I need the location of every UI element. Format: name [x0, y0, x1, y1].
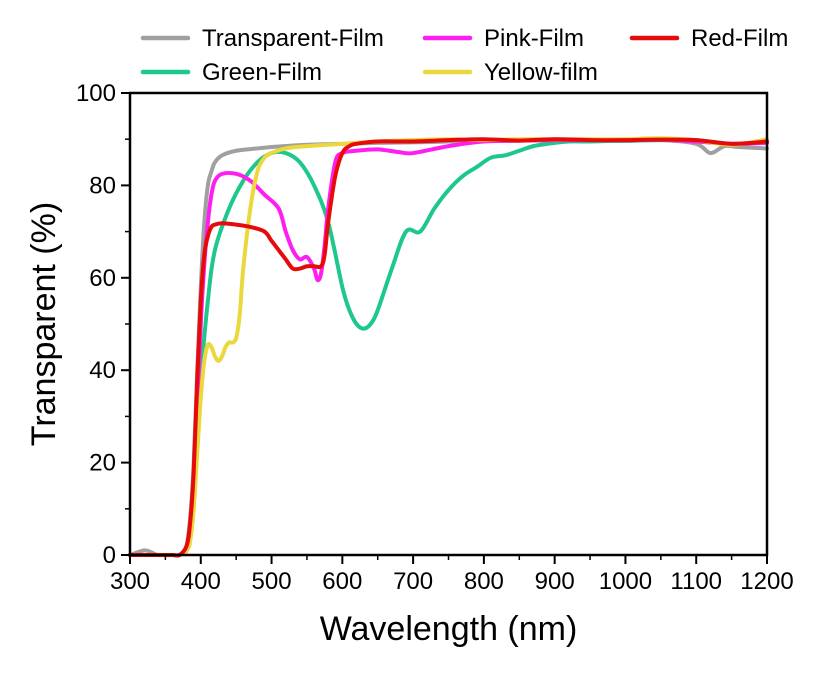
x-tick-label: 800: [464, 568, 504, 595]
series-line-yellow-film: [128, 136, 769, 558]
x-tick-label: 1100: [670, 568, 722, 595]
x-tick-label: 1200: [740, 568, 793, 595]
x-tick-label: 600: [322, 568, 362, 595]
x-tick-label: 300: [110, 568, 150, 595]
x-tick-label: 700: [393, 568, 433, 595]
y-tick-label: 100: [76, 80, 116, 107]
y-tick-label: 20: [89, 450, 116, 477]
legend-label-green-film: Green-Film: [202, 59, 322, 86]
plot-frame: [128, 91, 769, 557]
x-tick-label: 1000: [599, 568, 652, 595]
y-axis-title: Transparent (%): [25, 202, 63, 446]
legend-label-red-film: Red-Film: [691, 25, 788, 52]
y-tick-label: 0: [103, 542, 116, 569]
legend: Transparent-Film Pink-Film Red-Film Green-F…: [140, 25, 788, 86]
plot-series: [128, 136, 769, 558]
legend-label-transparent-film: Transparent-Film: [202, 25, 384, 52]
x-tick-label: 900: [535, 568, 575, 595]
x-tick-label: 500: [252, 568, 292, 595]
y-tick-label: 80: [89, 172, 116, 199]
axes: 300 400 500 600 700 800 900 1000 1100 1200 0 20 40 60…: [76, 80, 794, 595]
y-tick-label: 60: [89, 265, 116, 292]
legend-label-pink-film: Pink-Film: [484, 25, 584, 52]
x-tick-label: 400: [181, 568, 221, 595]
legend-label-yellow-film: Yellow-film: [484, 59, 598, 86]
y-tick-label: 40: [89, 357, 116, 384]
x-axis-title: Wavelength (nm): [320, 610, 578, 648]
series-line-red-film: [128, 137, 769, 558]
